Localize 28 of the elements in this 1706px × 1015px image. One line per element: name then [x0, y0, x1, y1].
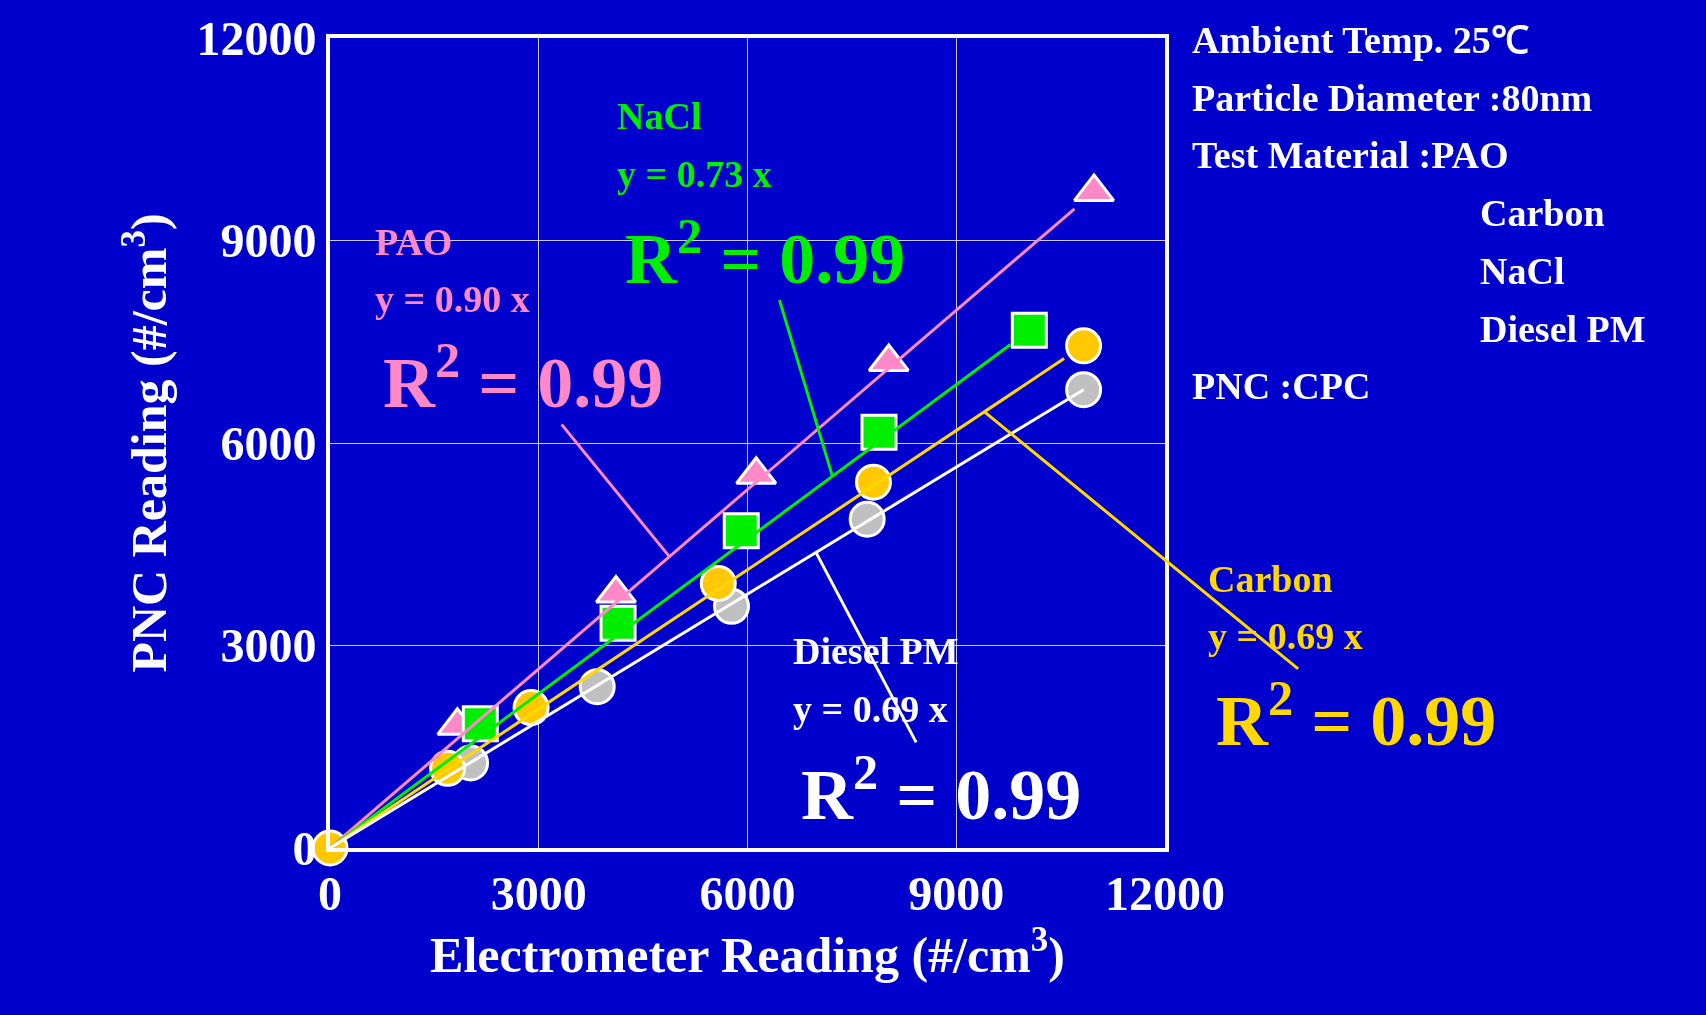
text: Carbon [1480, 192, 1605, 234]
text: Diesel PM [1480, 308, 1646, 350]
point [1065, 327, 1103, 365]
x-tick-label: 6000 [699, 866, 796, 920]
point [1065, 371, 1103, 409]
y-tick-label: 9000 [220, 214, 317, 268]
y-tick-label: 12000 [196, 11, 317, 65]
text: NaCl [617, 95, 702, 137]
annotation: y = 0.73 x [617, 153, 772, 195]
y-tick-label: 3000 [220, 619, 317, 673]
text: Test Material :PAO [1192, 134, 1509, 176]
point [860, 413, 898, 451]
annotation: R$^{2}$ = 0.99 [1216, 670, 1497, 762]
annotation: R$^{2}$ = 0.99 [801, 744, 1082, 836]
x-axis-title: Electrometer Reading (#/cm$^{3}$) [430, 919, 1065, 983]
y-tick-label: 6000 [220, 416, 317, 470]
annotation: y = 0.90 x [375, 278, 530, 320]
point [1010, 311, 1048, 349]
text: Ambient Temp. 25℃ [1192, 19, 1529, 61]
x-tick-label: 9000 [908, 866, 1005, 920]
text: Particle Diameter :80nm [1192, 77, 1593, 119]
x-tick-label: 12000 [1105, 866, 1225, 920]
annotation: R$^{2}$ = 0.99 [383, 332, 664, 424]
x-tick-label: 3000 [490, 866, 587, 920]
text: Carbon [1208, 558, 1333, 600]
text: NaCl [1480, 250, 1565, 292]
text: PNC :CPC [1192, 365, 1371, 407]
point [722, 512, 760, 550]
